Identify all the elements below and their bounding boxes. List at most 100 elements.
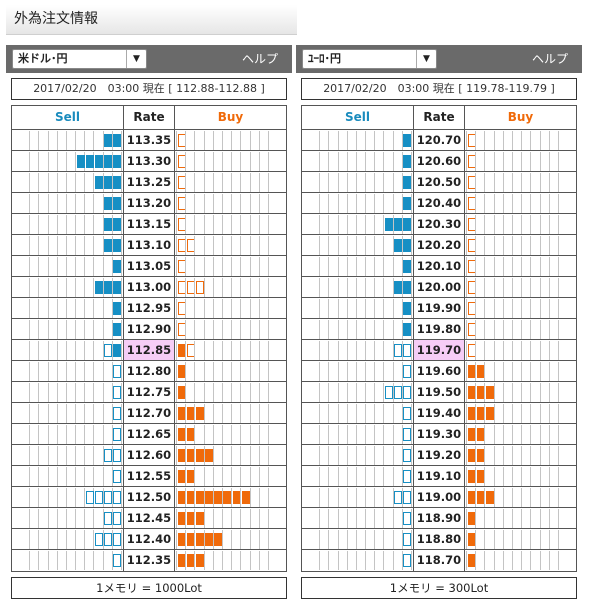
grid-cell [240,487,250,507]
buy-orders [175,130,286,150]
grid-cell [39,214,49,234]
grid-cell [94,256,104,276]
grid-cell [240,382,249,402]
grid-cell [475,424,485,444]
grid-cell [212,130,222,150]
grid-cell [30,382,40,402]
grid-cell [49,487,58,507]
sell-order-mark [403,259,412,273]
grid-cell [511,214,521,234]
grid-cell [85,277,95,297]
grid-cell [212,214,222,234]
buy-order-mark [177,490,186,504]
grid-cell [30,235,40,255]
grid-cell [85,340,95,360]
sell-order-mark [113,154,122,168]
grid-cell [394,130,403,150]
buy-order-mark [186,469,195,483]
grid-cell [530,214,539,234]
help-link[interactable]: ヘルプ [531,52,568,66]
grid-cell [176,130,186,150]
grid-cell [231,340,240,360]
grid-cell [348,298,357,318]
grid-cell [530,529,539,549]
order-book-row: 113.15 [12,214,286,235]
buy-orders [465,424,576,444]
sell-position-mark [113,554,122,567]
sell-position-mark [403,343,412,357]
grid-cell [493,382,503,402]
grid-cell [521,214,530,234]
grid-cell [548,361,558,381]
grid-cell [94,466,104,486]
sell-position-mark [94,532,103,546]
grid-cell [357,529,367,549]
grid-cell [511,361,521,381]
sell-order-mark [113,217,122,231]
grid-cell [475,487,485,507]
order-book-row: 120.30 [302,214,576,235]
grid-cell [394,151,403,171]
grid-cell [221,424,231,444]
rate-value: 112.45 [123,508,175,528]
grid-cell [76,151,86,171]
grid-cell [67,445,77,465]
order-book-row: 113.20 [12,193,286,214]
buy-orders [465,130,576,150]
grid-cell [203,340,213,360]
sell-position-mark [403,385,412,399]
grid-cell [493,172,503,192]
grid-cell [58,487,67,507]
grid-cell [366,403,376,423]
grid-cell [240,214,249,234]
sell-position-mark [104,490,113,504]
grid-cell [521,508,530,528]
rate-value: 118.70 [413,550,465,571]
grid-cell [21,340,31,360]
grid-cell [384,361,394,381]
grid-cell [221,361,231,381]
grid-cell [113,551,122,570]
buy-order-mark [476,385,485,399]
currency-pair-select[interactable]: ﾕｰﾛ･円 ▼ [302,49,437,69]
grid-cell [329,424,339,444]
help-link[interactable]: ヘルプ [241,52,278,66]
grid-cell [511,130,521,150]
sell-orders [302,466,413,486]
grid-cell [39,256,49,276]
grid-cell [339,256,348,276]
buy-order-mark [177,469,186,483]
chevron-down-icon[interactable]: ▼ [416,50,436,68]
grid-cell [502,277,512,297]
buy-orders [465,487,576,507]
sell-order-mark [113,301,122,315]
grid-cell [113,172,122,192]
rate-value: 112.65 [123,424,175,444]
grid-cell [203,508,213,528]
sell-position-mark [113,448,122,462]
currency-pair-select[interactable]: 米ドル･円 ▼ [12,49,147,69]
grid-cell [39,298,49,318]
buy-position-mark [177,280,186,294]
grid-cell [466,508,476,528]
grid-cell [49,130,58,150]
chevron-down-icon[interactable]: ▼ [126,50,146,68]
buy-order-mark [177,385,186,399]
grid-cell [76,277,86,297]
order-book: Sell Rate Buy 113.35 113.30 113.25 113.20 11… [11,105,287,572]
sell-orders [12,361,123,381]
sell-position-mark [403,532,412,546]
grid-cell [521,298,530,318]
grid-cell [185,151,194,171]
grid-cell [21,361,31,381]
grid-cell [39,551,49,570]
grid-cell [375,235,385,255]
unit-note: 1メモリ = 1000Lot [11,577,287,599]
buy-orders [465,382,576,402]
grid-cell [366,193,376,213]
grid-cell [475,298,484,318]
grid-cell [58,130,67,150]
sell-position-mark [104,532,113,546]
grid-cell [329,319,339,339]
order-book-row: 120.70 [302,130,576,151]
